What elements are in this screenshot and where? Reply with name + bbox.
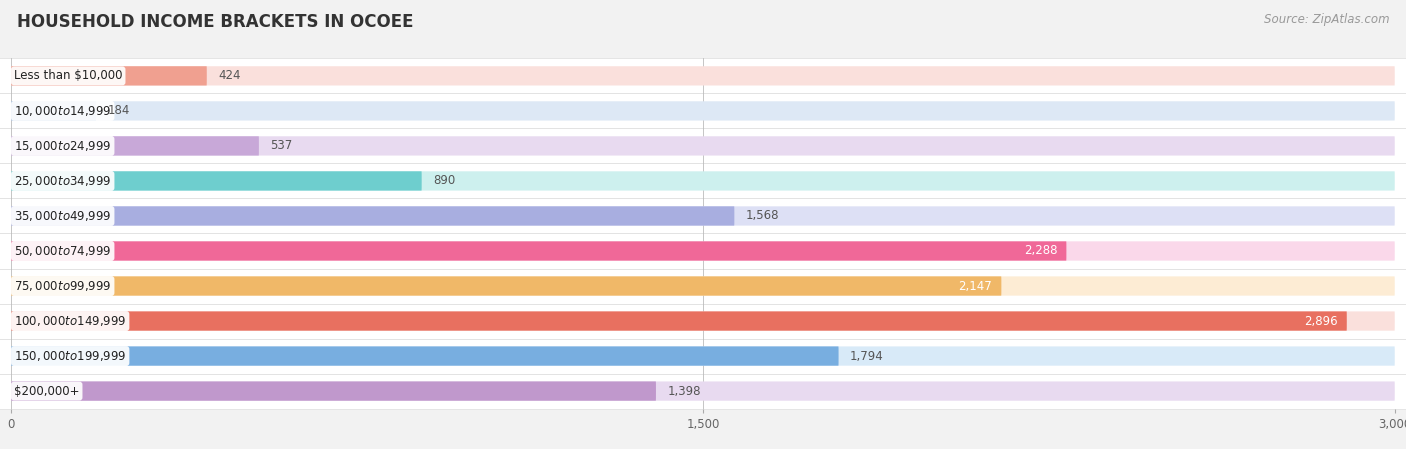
Bar: [0, 163, 1406, 198]
Text: $200,000+: $200,000+: [14, 385, 80, 397]
Text: 424: 424: [218, 70, 240, 82]
Bar: [0, 58, 1406, 93]
FancyBboxPatch shape: [11, 66, 207, 85]
FancyBboxPatch shape: [11, 347, 838, 365]
FancyBboxPatch shape: [11, 312, 1347, 330]
Bar: [0, 339, 1406, 374]
Bar: [0, 374, 1406, 409]
FancyBboxPatch shape: [11, 312, 1395, 330]
Text: 890: 890: [433, 175, 456, 187]
FancyBboxPatch shape: [11, 242, 1395, 260]
Text: $25,000 to $34,999: $25,000 to $34,999: [14, 174, 111, 188]
Text: 2,147: 2,147: [959, 280, 993, 292]
Text: Source: ZipAtlas.com: Source: ZipAtlas.com: [1264, 13, 1389, 26]
FancyBboxPatch shape: [11, 136, 1395, 155]
FancyBboxPatch shape: [11, 382, 1395, 401]
FancyBboxPatch shape: [11, 347, 1395, 365]
Text: 184: 184: [108, 105, 129, 117]
Text: $75,000 to $99,999: $75,000 to $99,999: [14, 279, 111, 293]
FancyBboxPatch shape: [11, 172, 422, 190]
Bar: [0, 128, 1406, 163]
FancyBboxPatch shape: [11, 136, 259, 155]
FancyBboxPatch shape: [11, 277, 1395, 295]
FancyBboxPatch shape: [11, 172, 1395, 190]
FancyBboxPatch shape: [11, 277, 1001, 295]
FancyBboxPatch shape: [11, 66, 1395, 85]
Text: 1,398: 1,398: [668, 385, 702, 397]
Text: Less than $10,000: Less than $10,000: [14, 70, 122, 82]
Text: $100,000 to $149,999: $100,000 to $149,999: [14, 314, 127, 328]
FancyBboxPatch shape: [11, 382, 657, 401]
Text: HOUSEHOLD INCOME BRACKETS IN OCOEE: HOUSEHOLD INCOME BRACKETS IN OCOEE: [17, 13, 413, 31]
Bar: [0, 269, 1406, 304]
Text: 1,794: 1,794: [851, 350, 884, 362]
FancyBboxPatch shape: [11, 207, 1395, 225]
Bar: [0, 198, 1406, 233]
Text: $10,000 to $14,999: $10,000 to $14,999: [14, 104, 111, 118]
Text: 537: 537: [270, 140, 292, 152]
Text: 2,896: 2,896: [1303, 315, 1337, 327]
Text: $150,000 to $199,999: $150,000 to $199,999: [14, 349, 127, 363]
Bar: [0, 233, 1406, 269]
Text: $15,000 to $24,999: $15,000 to $24,999: [14, 139, 111, 153]
Bar: [0, 93, 1406, 128]
Text: 2,288: 2,288: [1024, 245, 1057, 257]
FancyBboxPatch shape: [11, 101, 1395, 120]
FancyBboxPatch shape: [11, 101, 96, 120]
FancyBboxPatch shape: [11, 207, 734, 225]
Text: $50,000 to $74,999: $50,000 to $74,999: [14, 244, 111, 258]
Text: $35,000 to $49,999: $35,000 to $49,999: [14, 209, 111, 223]
Bar: [0, 304, 1406, 339]
Text: 1,568: 1,568: [747, 210, 779, 222]
FancyBboxPatch shape: [11, 242, 1066, 260]
